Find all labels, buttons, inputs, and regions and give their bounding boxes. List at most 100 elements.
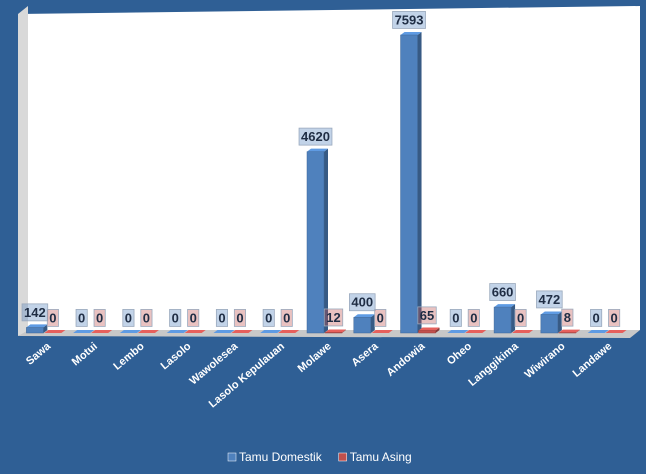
bar-face (307, 148, 328, 152)
bar-face (493, 306, 512, 334)
bar (306, 148, 328, 334)
data-label: 0 (265, 310, 272, 325)
bar (137, 330, 159, 333)
bar-face (324, 148, 328, 333)
legend-swatch (227, 452, 237, 462)
bar (73, 330, 95, 333)
bar-face (73, 330, 95, 333)
data-label: 472 (538, 292, 560, 307)
bar (465, 330, 487, 333)
bar (605, 330, 627, 333)
data-label: 0 (236, 310, 243, 325)
data-label-box (449, 309, 462, 327)
bar (324, 329, 346, 334)
plot-wall (18, 6, 640, 335)
bar (587, 330, 609, 333)
bar-face (587, 330, 609, 333)
bar-face (418, 327, 440, 331)
data-label-box (590, 309, 603, 327)
data-label-box (215, 309, 228, 327)
data-label: 0 (470, 310, 477, 325)
bar-face (278, 330, 300, 333)
bar-face (465, 330, 487, 333)
data-label: 4620 (301, 129, 330, 144)
bar-face (26, 324, 48, 328)
data-label-box (467, 309, 480, 327)
data-label: 0 (96, 310, 103, 325)
data-label: 0 (49, 310, 56, 325)
data-label: 0 (452, 310, 459, 325)
data-label: 400 (351, 295, 373, 310)
bar-face (494, 304, 516, 308)
bar-face (575, 329, 580, 333)
data-label: 8 (564, 310, 571, 325)
side-wall (18, 6, 28, 336)
bar-face (306, 151, 325, 334)
bar (278, 330, 300, 333)
data-label: 0 (78, 310, 85, 325)
bar-face (26, 327, 44, 334)
bar-face (400, 34, 418, 334)
bar (447, 330, 469, 333)
data-label: 0 (592, 310, 599, 325)
data-label-box (392, 11, 426, 29)
bar-face (325, 329, 346, 333)
bar (166, 330, 188, 333)
data-label-box (536, 290, 563, 309)
data-label-box (349, 293, 376, 312)
bar-face (184, 330, 206, 333)
data-label-box (46, 309, 59, 327)
data-label-box (169, 309, 182, 327)
bar-face (43, 324, 48, 333)
bar-face (511, 304, 516, 333)
legend-swatch (338, 452, 347, 462)
bar-face (540, 311, 562, 315)
data-label: 0 (172, 310, 179, 325)
bar (400, 32, 422, 334)
data-label-box (140, 309, 153, 327)
bar-face (342, 329, 346, 333)
data-label-box (298, 127, 333, 146)
data-label-box (280, 309, 293, 327)
data-label-box (93, 309, 106, 327)
data-label: 0 (190, 310, 197, 325)
bar-face (417, 32, 422, 333)
data-label: 0 (283, 310, 290, 325)
data-label-box (561, 308, 574, 327)
bar (44, 330, 66, 333)
bar-face (260, 330, 282, 333)
bar (418, 327, 440, 334)
bar-face (166, 330, 188, 333)
bar-face (119, 330, 141, 333)
data-label-box (417, 306, 437, 325)
bar-face (540, 314, 559, 334)
bar (26, 324, 48, 334)
bar (231, 330, 253, 333)
bar (91, 330, 113, 333)
data-label-box (21, 303, 49, 322)
data-label: 0 (218, 310, 225, 325)
bar-face (512, 330, 534, 333)
bar-face (557, 311, 562, 333)
data-label-box (514, 309, 527, 327)
data-label-box (75, 309, 88, 327)
bar (512, 330, 534, 333)
bar-face (435, 327, 440, 333)
data-label-box (489, 283, 516, 301)
data-label-box (608, 309, 621, 327)
data-label: 12 (326, 310, 340, 325)
bar-face (91, 330, 113, 333)
data-label: 0 (377, 310, 384, 325)
data-label: 0 (125, 310, 132, 325)
bar (353, 314, 375, 334)
bar-face (213, 330, 235, 333)
data-label-box (262, 309, 275, 327)
data-label: 0 (517, 310, 524, 325)
bar-face (418, 330, 436, 334)
data-label-box (122, 309, 135, 327)
bar-face (400, 32, 422, 35)
bar-face (370, 314, 375, 333)
data-label: 7593 (395, 12, 424, 27)
data-label-box (374, 309, 387, 327)
bar (493, 304, 516, 334)
